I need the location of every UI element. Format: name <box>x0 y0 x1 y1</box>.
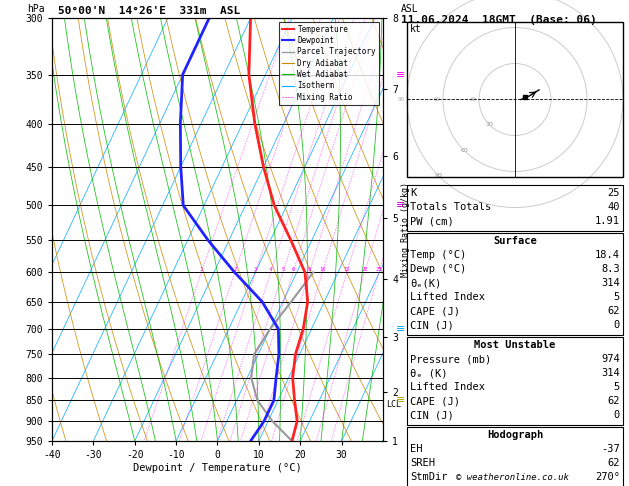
Y-axis label: Mixing Ratio (g/kg): Mixing Ratio (g/kg) <box>401 182 409 277</box>
Text: Dewp (°C): Dewp (°C) <box>410 264 466 274</box>
Text: Most Unstable: Most Unstable <box>474 340 555 350</box>
Bar <box>407 22 623 177</box>
Text: 314: 314 <box>601 368 620 378</box>
Text: 25: 25 <box>608 188 620 198</box>
Text: 8: 8 <box>308 267 311 272</box>
Text: 0: 0 <box>614 410 620 420</box>
Text: 10: 10 <box>319 267 326 272</box>
Text: CIN (J): CIN (J) <box>410 320 454 330</box>
Text: 62: 62 <box>608 458 620 468</box>
Text: ≡: ≡ <box>396 200 405 210</box>
Text: 90: 90 <box>398 97 405 102</box>
Text: 4: 4 <box>269 267 272 272</box>
Text: LCL: LCL <box>386 400 401 409</box>
Text: Hodograph: Hodograph <box>487 430 543 440</box>
Text: Totals Totals: Totals Totals <box>410 202 491 212</box>
Bar <box>407 337 623 425</box>
Text: Temp (°C): Temp (°C) <box>410 250 466 260</box>
Text: 18.4: 18.4 <box>595 250 620 260</box>
Text: © weatheronline.co.uk: © weatheronline.co.uk <box>455 473 569 482</box>
Text: 30: 30 <box>486 122 494 127</box>
Text: 5: 5 <box>614 382 620 392</box>
Text: ≡: ≡ <box>396 69 405 80</box>
Text: ≡: ≡ <box>396 324 405 334</box>
Text: Lifted Index: Lifted Index <box>410 382 485 392</box>
Text: kt: kt <box>410 24 422 34</box>
Text: 11.06.2024  18GMT  (Base: 06): 11.06.2024 18GMT (Base: 06) <box>401 15 597 25</box>
Text: 0: 0 <box>614 320 620 330</box>
Text: 20: 20 <box>362 267 368 272</box>
Text: θₑ (K): θₑ (K) <box>410 368 447 378</box>
Legend: Temperature, Dewpoint, Parcel Trajectory, Dry Adiabat, Wet Adiabat, Isotherm, Mi: Temperature, Dewpoint, Parcel Trajectory… <box>279 22 379 104</box>
Text: 60: 60 <box>460 148 468 153</box>
X-axis label: Dewpoint / Temperature (°C): Dewpoint / Temperature (°C) <box>133 463 302 473</box>
Text: 25: 25 <box>376 267 382 272</box>
Text: CAPE (J): CAPE (J) <box>410 396 460 406</box>
Text: K: K <box>410 188 416 198</box>
Text: 15: 15 <box>343 267 350 272</box>
Text: Surface: Surface <box>493 236 537 246</box>
Text: PW (cm): PW (cm) <box>410 216 454 226</box>
Text: km
ASL: km ASL <box>401 0 419 14</box>
Text: 62: 62 <box>608 396 620 406</box>
Text: StmDir: StmDir <box>410 472 447 482</box>
Text: 270°: 270° <box>595 472 620 482</box>
Text: EH: EH <box>410 444 423 454</box>
Text: Lifted Index: Lifted Index <box>410 292 485 302</box>
Text: ≡: ≡ <box>396 395 405 405</box>
Text: 8.3: 8.3 <box>601 264 620 274</box>
Text: 1: 1 <box>199 267 203 272</box>
Text: 30: 30 <box>470 97 477 102</box>
Text: 974: 974 <box>601 354 620 364</box>
Text: 60: 60 <box>434 97 441 102</box>
Text: 50°00'N  14°26'E  331m  ASL: 50°00'N 14°26'E 331m ASL <box>58 5 240 16</box>
Text: 5: 5 <box>281 267 284 272</box>
Bar <box>407 427 623 486</box>
Text: SREH: SREH <box>410 458 435 468</box>
Text: CIN (J): CIN (J) <box>410 410 454 420</box>
Text: θₑ(K): θₑ(K) <box>410 278 442 288</box>
Text: CAPE (J): CAPE (J) <box>410 306 460 316</box>
Text: hPa: hPa <box>27 4 45 14</box>
Text: -37: -37 <box>601 444 620 454</box>
Text: 2: 2 <box>233 267 237 272</box>
Text: 6: 6 <box>291 267 294 272</box>
Text: 314: 314 <box>601 278 620 288</box>
Text: 40: 40 <box>608 202 620 212</box>
Text: 90: 90 <box>435 174 443 178</box>
Text: 5: 5 <box>614 292 620 302</box>
Bar <box>407 185 623 231</box>
Text: 62: 62 <box>608 306 620 316</box>
Text: 3: 3 <box>254 267 257 272</box>
Bar <box>407 233 623 335</box>
Text: 1.91: 1.91 <box>595 216 620 226</box>
Text: Pressure (mb): Pressure (mb) <box>410 354 491 364</box>
